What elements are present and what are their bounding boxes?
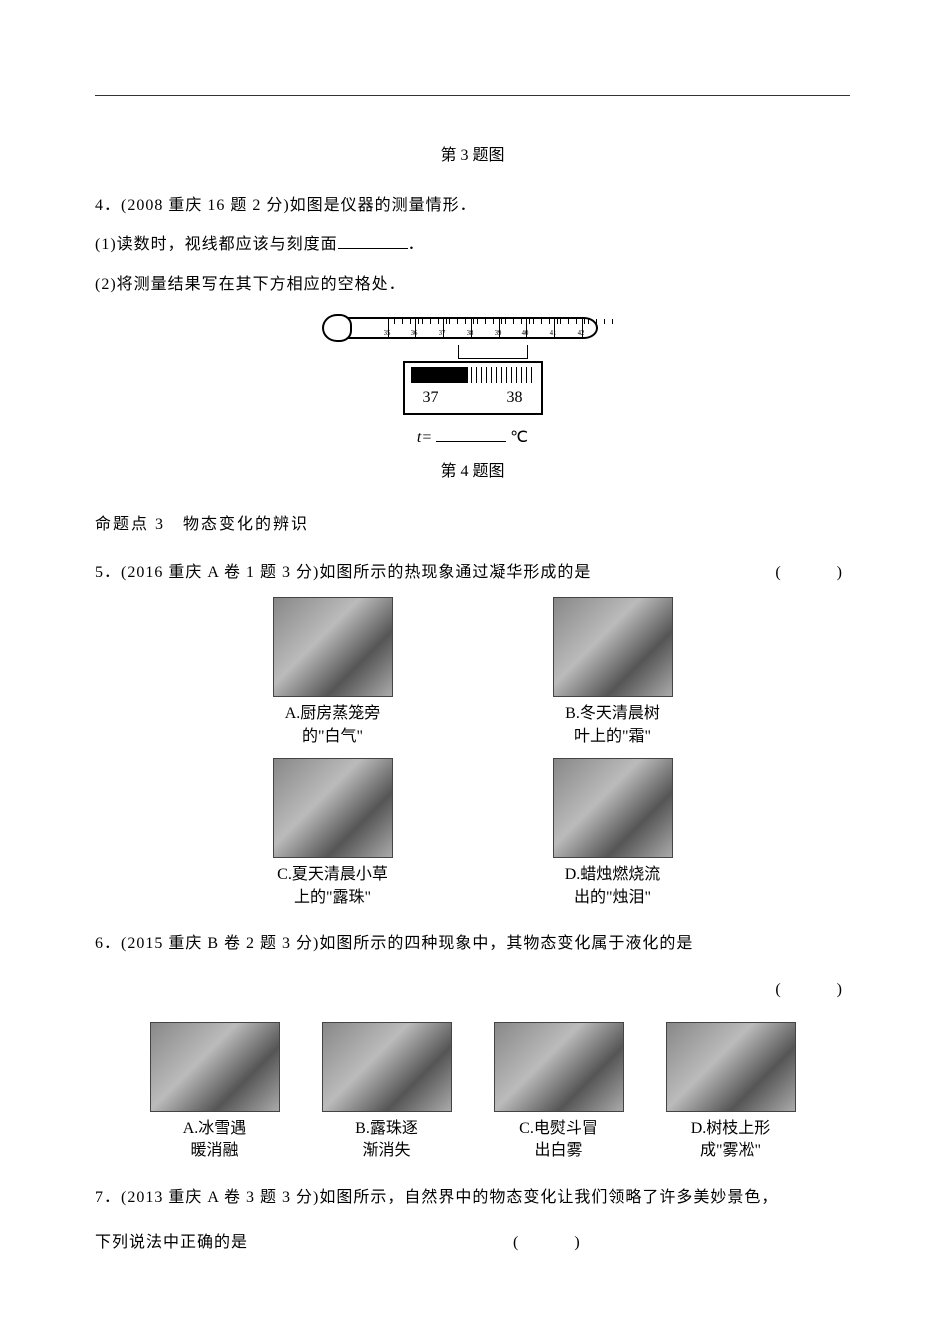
q6-a-l1: 冰雪遇 — [198, 1120, 246, 1137]
q5-row1: A.厨房蒸笼旁 的"白气" B.冬天清晨树 叶上的"霜" — [95, 597, 850, 748]
zoom-right: 38 — [507, 385, 523, 411]
q4-figure: 35 36 37 38 39 40 41 42 37 38 t= ℃ — [95, 311, 850, 450]
q6-c-label: C.电熨斗冒 出白雾 — [519, 1118, 598, 1163]
thermometer-scale: 35 36 37 38 39 40 41 42 — [388, 319, 610, 337]
q5-option-a[interactable]: A.厨房蒸笼旁 的"白气" — [253, 597, 413, 748]
q5-d-label: D.蜡烛燃烧流 出的"烛泪" — [565, 864, 661, 909]
q4-sub1-post: ． — [408, 236, 425, 253]
tick-38: 38 — [466, 328, 473, 339]
q5-c-l2: 上的"露珠" — [294, 889, 371, 906]
q6-d-l2: 成"雾凇" — [700, 1142, 761, 1159]
q6-b-l2: 渐消失 — [362, 1142, 410, 1159]
q5-a-l1: 厨房蒸笼旁 — [300, 705, 380, 722]
q5-paren[interactable]: ( ) — [775, 560, 850, 586]
tick-35: 35 — [383, 328, 390, 339]
zoom-scale — [411, 367, 535, 383]
section-3-heading: 命题点 3 物态变化的辨识 — [95, 512, 850, 538]
frost-image — [553, 597, 673, 697]
page-content: 第 3 题图 4．(2008 重庆 16 题 2 分)如图是仪器的测量情形． (… — [95, 95, 850, 1256]
q6-c-letter: C. — [519, 1120, 534, 1137]
q6-c-l2: 出白雾 — [534, 1142, 582, 1159]
q7-line2-text: 下列说法中正确的是 — [95, 1234, 248, 1251]
q4-stem: 4．(2008 重庆 16 题 2 分)如图是仪器的测量情形． — [95, 193, 850, 219]
q6-paren-line: ( ) — [95, 977, 850, 1003]
q6-stem: 6．(2015 重庆 B 卷 2 题 3 分)如图所示的四种现象中，其物态变化属… — [95, 931, 850, 957]
q6-a-label: A.冰雪遇 暖消融 — [183, 1118, 247, 1163]
q6-c-l1: 电熨斗冒 — [534, 1120, 598, 1137]
q5-c-l1: 夏天清晨小草 — [292, 866, 388, 883]
rime-image — [666, 1022, 796, 1112]
dew-image — [273, 758, 393, 858]
q5-row2: C.夏天清晨小草 上的"露珠" D.蜡烛燃烧流 出的"烛泪" — [95, 758, 850, 909]
t-unit: ℃ — [510, 429, 528, 446]
q5-d-l1: 蜡烛燃烧流 — [580, 866, 660, 883]
q5-stem-text: 5．(2016 重庆 A 卷 1 题 3 分)如图所示的热现象通过凝华形成的是 — [95, 564, 591, 581]
t-eq: = — [421, 429, 432, 446]
candle-image — [553, 758, 673, 858]
fig4-caption: 第 4 题图 — [95, 459, 850, 485]
tick-36: 36 — [411, 328, 418, 339]
zoom-left: 37 — [423, 385, 439, 411]
q7-line2: 下列说法中正确的是 ( ) — [95, 1230, 850, 1256]
q5-b-l1: 冬天清晨树 — [580, 705, 660, 722]
q5-b-label: B.冬天清晨树 叶上的"霜" — [565, 703, 660, 748]
q6-d-l1: 树枝上形 — [706, 1120, 770, 1137]
q5-stem: 5．(2016 重庆 A 卷 1 题 3 分)如图所示的热现象通过凝华形成的是 … — [95, 560, 850, 586]
q6-option-a[interactable]: A.冰雪遇 暖消融 — [141, 1022, 289, 1163]
callout-bracket — [458, 345, 528, 359]
zoom-numbers: 37 38 — [411, 385, 535, 411]
q5-b-letter: B. — [565, 705, 580, 722]
t-blank[interactable] — [436, 441, 506, 442]
q7-stem: 7．(2013 重庆 A 卷 3 题 3 分)如图所示，自然界中的物态变化让我们… — [95, 1185, 850, 1211]
q5-a-l2: 的"白气" — [302, 728, 363, 745]
fig3-caption: 第 3 题图 — [95, 143, 850, 169]
q5-a-letter: A. — [285, 705, 301, 722]
q6-d-letter: D. — [691, 1120, 707, 1137]
q6-paren[interactable]: ( ) — [775, 981, 850, 998]
q7-paren[interactable]: ( ) — [513, 1234, 588, 1251]
q6-b-label: B.露珠逐 渐消失 — [355, 1118, 418, 1163]
tick-41: 41 — [550, 328, 557, 339]
q5-c-label: C.夏天清晨小草 上的"露珠" — [277, 864, 388, 909]
iron-steam-image — [494, 1022, 624, 1112]
tick-40: 40 — [522, 328, 529, 339]
q6-b-l1: 露珠逐 — [370, 1120, 418, 1137]
steam-image — [273, 597, 393, 697]
thermometer-drawing: 35 36 37 38 39 40 41 42 — [328, 311, 618, 347]
q5-d-letter: D. — [565, 866, 581, 883]
snow-melt-image — [150, 1022, 280, 1112]
q6-row: A.冰雪遇 暖消融 B.露珠逐 渐消失 C.电熨斗冒 出白雾 D.树枝上形 成"… — [95, 1022, 850, 1163]
q4-sub1-pre: (1)读数时，视线都应该与刻度面 — [95, 236, 338, 253]
q5-option-d[interactable]: D.蜡烛燃烧流 出的"烛泪" — [533, 758, 693, 909]
q6-option-b[interactable]: B.露珠逐 渐消失 — [313, 1022, 461, 1163]
thermometer-bulb — [322, 314, 352, 342]
q5-b-l2: 叶上的"霜" — [574, 728, 651, 745]
q4-sub1: (1)读数时，视线都应该与刻度面 ． — [95, 232, 850, 258]
tick-37: 37 — [439, 328, 446, 339]
page-top-rule — [95, 95, 850, 96]
q6-b-letter: B. — [355, 1120, 370, 1137]
q5-option-b[interactable]: B.冬天清晨树 叶上的"霜" — [533, 597, 693, 748]
q5-d-l2: 出的"烛泪" — [574, 889, 651, 906]
q6-d-label: D.树枝上形 成"雾凇" — [691, 1118, 771, 1163]
q5-a-label: A.厨房蒸笼旁 的"白气" — [285, 703, 381, 748]
tick-42: 42 — [577, 328, 584, 339]
tick-39: 39 — [494, 328, 501, 339]
dew-fade-image — [322, 1022, 452, 1112]
q6-option-d[interactable]: D.树枝上形 成"雾凇" — [657, 1022, 805, 1163]
q6-a-l2: 暖消融 — [190, 1142, 238, 1159]
q6-a-letter: A. — [183, 1120, 199, 1137]
q4-sub2: (2)将测量结果写在其下方相应的空格处． — [95, 272, 850, 298]
q5-c-letter: C. — [277, 866, 292, 883]
q6-option-c[interactable]: C.电熨斗冒 出白雾 — [485, 1022, 633, 1163]
q5-option-c[interactable]: C.夏天清晨小草 上的"露珠" — [253, 758, 413, 909]
t-equals-line: t= ℃ — [417, 425, 528, 451]
q4-blank[interactable] — [338, 233, 408, 249]
zoom-box: 37 38 — [403, 361, 543, 415]
